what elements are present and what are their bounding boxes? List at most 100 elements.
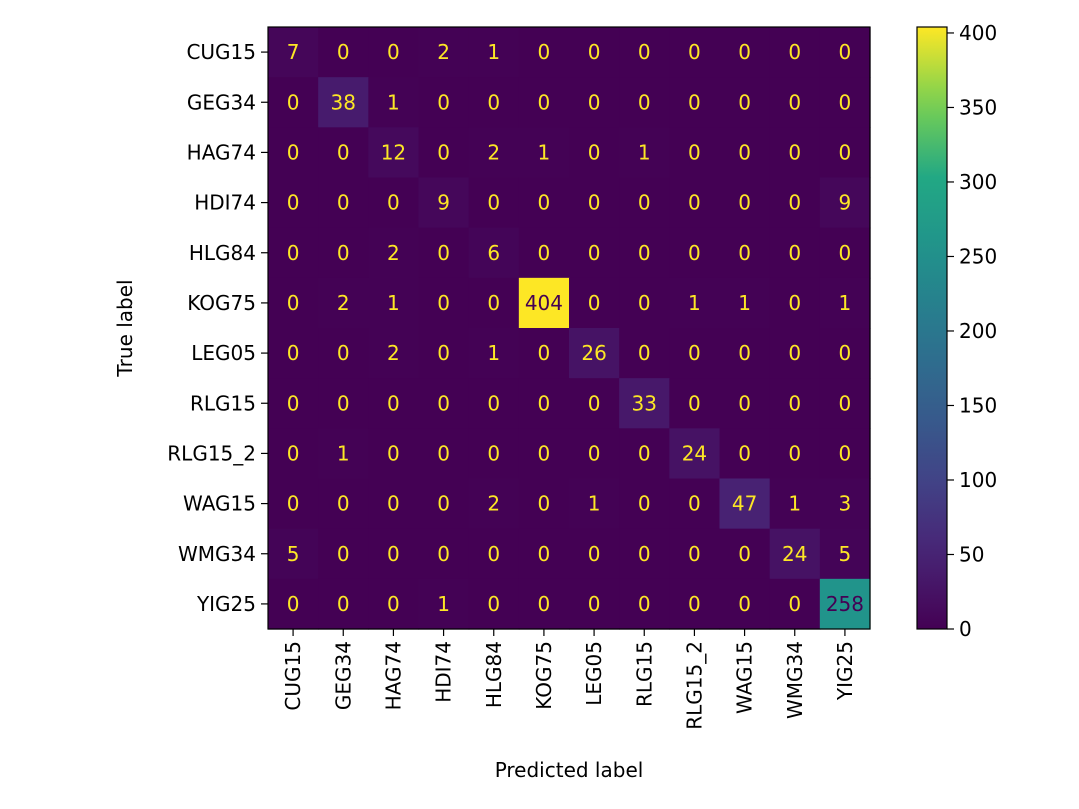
heatmap-cell <box>619 428 670 480</box>
cell-value-label: 0 <box>688 492 701 516</box>
heatmap-cell <box>619 227 670 279</box>
cell-value-label: 0 <box>788 441 801 465</box>
plot-frame <box>267 26 871 630</box>
cell-value-label: 0 <box>738 341 751 365</box>
heatmap-cell <box>268 27 319 78</box>
cell-value-label: 1 <box>839 291 852 315</box>
cell-value-label: 0 <box>738 542 751 566</box>
x-tick-label: RLG15 <box>632 641 656 707</box>
heatmap-cell <box>769 378 821 429</box>
cell-value-label: 9 <box>437 191 450 215</box>
cell-value-label: 0 <box>437 492 450 516</box>
heatmap-cell <box>769 428 821 480</box>
cell-value-label: 1 <box>788 492 801 516</box>
cell-value-label: 0 <box>638 542 651 566</box>
heatmap-cell <box>719 227 771 279</box>
cell-value-label: 0 <box>387 391 400 415</box>
heatmap-cell <box>669 227 721 279</box>
y-tick-label: HAG74 <box>187 140 256 164</box>
cell-value-label: 0 <box>287 140 300 164</box>
cell-value-label: 0 <box>538 441 551 465</box>
cell-value-label: 1 <box>588 492 601 516</box>
cell-value-label: 0 <box>839 341 852 365</box>
cell-value-label: 1 <box>487 40 500 64</box>
heatmap-cell <box>318 127 369 179</box>
cell-value-label: 0 <box>487 291 500 315</box>
cell-value-label: 0 <box>588 291 601 315</box>
heatmap-cell <box>518 528 570 580</box>
heatmap-cell <box>569 578 620 630</box>
heatmap-cell <box>318 528 369 580</box>
x-tick-label: KOG75 <box>532 641 556 710</box>
heatmap-cell <box>418 27 470 78</box>
heatmap-cell <box>719 27 771 78</box>
cell-value-label: 0 <box>437 140 450 164</box>
heatmap-cell <box>468 378 520 429</box>
cell-value-label: 0 <box>588 241 601 265</box>
heatmap-cell <box>318 428 369 480</box>
cell-value-label: 258 <box>826 592 864 616</box>
cell-value-label: 0 <box>387 492 400 516</box>
heatmap-cell <box>368 27 420 78</box>
heatmap-cell <box>569 378 620 429</box>
x-axis-label: Predicted label <box>495 758 644 782</box>
heatmap-cell <box>619 27 670 78</box>
cell-value-label: 0 <box>287 391 300 415</box>
cell-value-label: 0 <box>487 542 500 566</box>
heatmap-cell <box>719 578 771 630</box>
heatmap-cell <box>518 378 570 429</box>
heatmap-cell <box>418 378 470 429</box>
heatmap-cell <box>318 227 369 279</box>
heatmap-cell <box>569 528 620 580</box>
heatmap-cell <box>368 378 420 429</box>
heatmap-cell <box>518 177 570 229</box>
cell-value-label: 0 <box>738 391 751 415</box>
heatmap-cell <box>719 127 771 179</box>
cell-value-label: 0 <box>287 191 300 215</box>
heatmap-cell <box>719 328 771 379</box>
colorbar-frame <box>916 26 948 630</box>
heatmap-cell <box>268 177 319 229</box>
cell-value-label: 0 <box>538 542 551 566</box>
cell-value-label: 0 <box>588 592 601 616</box>
cell-value-label: 26 <box>581 341 606 365</box>
cell-value-label: 0 <box>638 191 651 215</box>
cell-value-label: 0 <box>839 391 852 415</box>
cell-value-label: 0 <box>788 90 801 114</box>
cell-value-label: 0 <box>287 241 300 265</box>
heatmap-cell <box>368 177 420 229</box>
heatmap-cell <box>669 77 721 128</box>
heatmap-cell <box>819 127 871 179</box>
colorbar-tick-label: 0 <box>959 617 972 641</box>
colorbar-tick-label: 400 <box>959 21 997 45</box>
heatmap-cell <box>619 177 670 229</box>
heatmap-cell <box>569 27 620 78</box>
heatmap-cell <box>468 227 520 279</box>
cell-value-label: 1 <box>738 291 751 315</box>
cell-value-label: 0 <box>287 341 300 365</box>
cell-value-label: 2 <box>437 40 450 64</box>
heatmap-cell <box>468 328 520 379</box>
heatmap-cell <box>719 528 771 580</box>
cell-value-label: 1 <box>387 90 400 114</box>
heatmap-cell <box>268 127 319 179</box>
heatmap-cell <box>569 478 620 530</box>
cell-value-label: 0 <box>487 441 500 465</box>
cell-value-label: 0 <box>287 592 300 616</box>
heatmap-cell <box>819 478 871 530</box>
cell-value-label: 5 <box>839 542 852 566</box>
heatmap-cell <box>569 277 620 329</box>
cell-value-label: 1 <box>487 341 500 365</box>
cell-value-label: 0 <box>337 140 350 164</box>
heatmap-cell <box>318 277 369 329</box>
heatmap-cell <box>268 428 319 480</box>
cell-value-label: 1 <box>387 291 400 315</box>
y-tick-label: LEG05 <box>191 341 256 365</box>
cell-value-label: 0 <box>538 492 551 516</box>
heatmap-cell <box>368 227 420 279</box>
cell-value-label: 0 <box>839 140 852 164</box>
heatmap-cell <box>468 127 520 179</box>
heatmap-cell <box>268 528 319 580</box>
heatmap-cell <box>719 428 771 480</box>
cell-value-label: 0 <box>688 542 701 566</box>
